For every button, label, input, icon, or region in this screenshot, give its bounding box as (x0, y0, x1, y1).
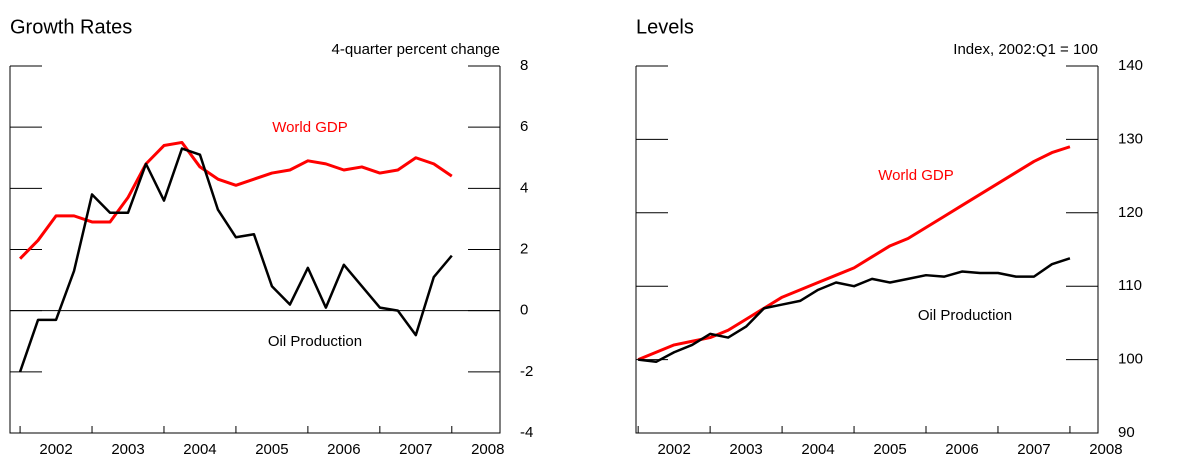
chart: Growth Rates 4-quarter percent change -4 -2… (9, 16, 533, 458)
x-tick-label: 2003 (729, 441, 762, 458)
y-tick-label: 130 (1118, 130, 1143, 147)
x-tick-label: 2002 (39, 441, 72, 458)
chart: Levels Index, 2002:Q1 = 100 90 100 110 120 130… (635, 16, 1143, 458)
chart-title: Levels (636, 16, 694, 38)
x-tick-label: 2004 (801, 441, 834, 458)
y-tick-label: -2 (520, 363, 533, 380)
y-axis-label: Index, 2002:Q1 = 100 (953, 41, 1098, 58)
series-label: Oil Production (268, 333, 362, 350)
x-tick-label: 2006 (945, 441, 978, 458)
y-tick-label: -4 (520, 424, 533, 441)
series-label: World GDP (272, 119, 348, 136)
y-tick-label: 140 (1118, 57, 1143, 74)
series-line (18, 147, 453, 373)
chart-title: Growth Rates (10, 16, 132, 38)
y-axis-label: 4-quarter percent change (332, 41, 500, 58)
series-label: World GDP (878, 167, 954, 184)
y-tick-label: 100 (1118, 351, 1143, 368)
y-tick-label: 2 (520, 240, 528, 257)
y-tick-label: 90 (1118, 424, 1135, 441)
x-tick-label: 2002 (657, 441, 690, 458)
y-tick-label: 120 (1118, 204, 1143, 221)
y-tick-label: 8 (520, 57, 528, 74)
x-tick-label: 2007 (399, 441, 432, 458)
frame (9, 66, 501, 434)
frame (635, 66, 1099, 434)
y-tick-label: 6 (520, 118, 528, 135)
x-tick-label: 2005 (255, 441, 288, 458)
y-tick-label: 110 (1118, 277, 1142, 294)
series-line (638, 257, 1071, 364)
series-line (637, 145, 1071, 361)
y-tick-label: 4 (520, 179, 528, 196)
series-line (19, 140, 453, 260)
series-label: Oil Production (918, 307, 1012, 324)
y-tick-label: 0 (520, 302, 528, 319)
x-tick-label: 2007 (1017, 441, 1050, 458)
x-tick-label: 2008 (1089, 441, 1122, 458)
x-tick-label: 2004 (183, 441, 216, 458)
x-tick-label: 2003 (111, 441, 144, 458)
x-tick-label: 2006 (327, 441, 360, 458)
x-tick-label: 2008 (471, 441, 504, 458)
x-tick-label: 2005 (873, 441, 906, 458)
